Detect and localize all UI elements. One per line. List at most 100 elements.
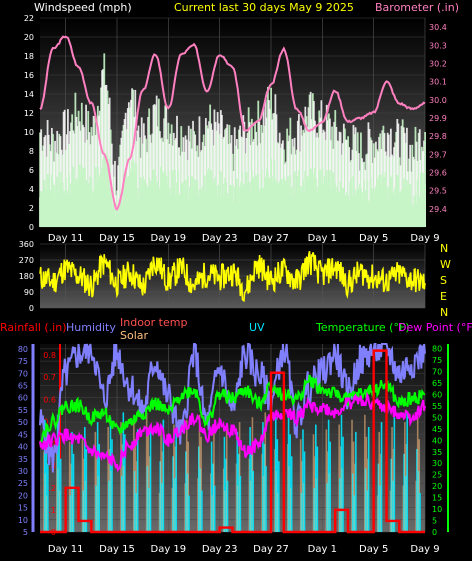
avg-wind-bar xyxy=(214,177,217,227)
avg-wind-bar xyxy=(206,170,208,227)
avg-wind-bar xyxy=(204,192,207,227)
barometer-y-tick: 30.4 xyxy=(429,23,447,32)
avg-wind-bar xyxy=(393,195,395,227)
avg-wind-bar xyxy=(265,168,268,227)
avg-wind-bar xyxy=(169,193,172,227)
avg-wind-bar xyxy=(104,153,107,227)
avg-wind-bar xyxy=(49,189,52,227)
wind-bar xyxy=(52,134,54,227)
wind-bar xyxy=(69,131,71,227)
wind-bar xyxy=(230,135,233,227)
avg-wind-bar xyxy=(108,189,111,227)
wind-bar xyxy=(39,132,41,227)
wind-bar xyxy=(406,127,408,227)
wind-bar xyxy=(99,110,101,227)
wind-bar xyxy=(136,130,139,227)
avg-wind-bar xyxy=(71,187,74,227)
temp-y-tick: 40 xyxy=(432,436,442,445)
wind-y-tick: 12 xyxy=(24,109,34,118)
uv-solar-bar xyxy=(107,427,109,532)
avg-wind-bar xyxy=(309,168,312,227)
humidity-y-tick: 80 xyxy=(18,345,28,354)
avg-wind-bar xyxy=(166,185,169,227)
weather-x-tick: Day 5 xyxy=(359,544,388,555)
uv-solar-bar xyxy=(71,431,73,532)
compass-w: W xyxy=(440,258,451,271)
wind-bar xyxy=(219,110,222,227)
avg-wind-bar xyxy=(418,196,421,227)
wind-bar xyxy=(145,138,147,227)
rain-y-tick: 0.3 xyxy=(43,462,56,471)
avg-wind-bar xyxy=(327,180,330,227)
avg-wind-bar xyxy=(247,186,250,227)
wind-bar xyxy=(268,100,270,227)
avg-wind-bar xyxy=(98,179,100,227)
uv-solar-bar xyxy=(226,480,229,532)
uv-solar-bar xyxy=(162,419,165,532)
barometer-y-tick: 29.7 xyxy=(429,150,447,159)
wind-bar xyxy=(134,89,137,227)
avg-wind-bar xyxy=(156,181,159,227)
avg-wind-bar xyxy=(225,181,228,227)
uv-solar-bar xyxy=(406,412,408,532)
avg-wind-bar xyxy=(46,174,49,227)
wind-bar xyxy=(213,109,216,227)
avg-wind-bar xyxy=(102,158,105,227)
wind-bar xyxy=(165,105,168,227)
wind-y-tick: 4 xyxy=(29,185,34,194)
avg-wind-bar xyxy=(400,189,403,227)
wind-bar xyxy=(46,119,49,227)
weather-panel xyxy=(40,344,425,532)
avg-wind-bar xyxy=(299,191,301,227)
avg-wind-bar xyxy=(137,197,140,227)
avg-wind-bar xyxy=(355,190,358,227)
temp-y-tick: 15 xyxy=(432,494,442,503)
wind-bar xyxy=(204,118,207,227)
wind-bar xyxy=(242,115,245,227)
avg-wind-bar xyxy=(275,182,278,227)
wind-bar xyxy=(269,108,271,227)
wind-bar xyxy=(354,127,357,227)
avg-wind-bar xyxy=(365,199,368,227)
rain-y-tick: 0.1 xyxy=(43,506,56,515)
wind-bar xyxy=(312,101,315,227)
wind-bar xyxy=(140,117,143,227)
avg-wind-bar xyxy=(93,184,96,227)
avg-wind-bar xyxy=(255,175,258,227)
wind-bar xyxy=(126,108,129,227)
avg-wind-bar xyxy=(40,191,43,227)
avg-wind-bar xyxy=(161,170,163,227)
wind-bar xyxy=(189,128,192,227)
avg-wind-bar xyxy=(343,196,346,227)
barometer-y-tick: 29.9 xyxy=(429,114,447,123)
avg-wind-bar xyxy=(181,183,184,227)
uv-solar-bar xyxy=(213,431,215,532)
uv-solar-bar xyxy=(367,427,370,532)
direction-y-tick: 0 xyxy=(29,304,34,313)
avg-wind-bar xyxy=(120,193,123,227)
wind-bar xyxy=(138,137,141,227)
avg-wind-bar xyxy=(293,171,296,227)
avg-wind-bar xyxy=(208,167,210,227)
avg-wind-bar xyxy=(165,176,168,227)
uv-solar-bar xyxy=(188,495,190,532)
avg-wind-bar xyxy=(337,191,340,227)
avg-wind-bar xyxy=(262,188,265,227)
avg-wind-bar xyxy=(341,187,344,227)
avg-wind-bar xyxy=(325,170,328,227)
uv-solar-bar xyxy=(325,429,328,532)
wind-bar xyxy=(175,138,177,227)
wind-bar xyxy=(108,97,111,227)
avg-wind-bar xyxy=(193,193,195,227)
avg-wind-bar xyxy=(369,177,372,227)
avg-wind-bar xyxy=(385,187,388,227)
avg-wind-bar xyxy=(383,177,386,227)
temp-y-tick: 50 xyxy=(432,413,442,422)
avg-wind-bar xyxy=(179,194,182,227)
weather-x-tick: Day 19 xyxy=(151,544,187,555)
uv-solar-bar xyxy=(329,441,331,532)
wind-bar xyxy=(178,147,181,227)
avg-wind-bar xyxy=(162,172,164,227)
avg-wind-bar xyxy=(288,188,291,227)
wind-bar xyxy=(398,157,401,227)
